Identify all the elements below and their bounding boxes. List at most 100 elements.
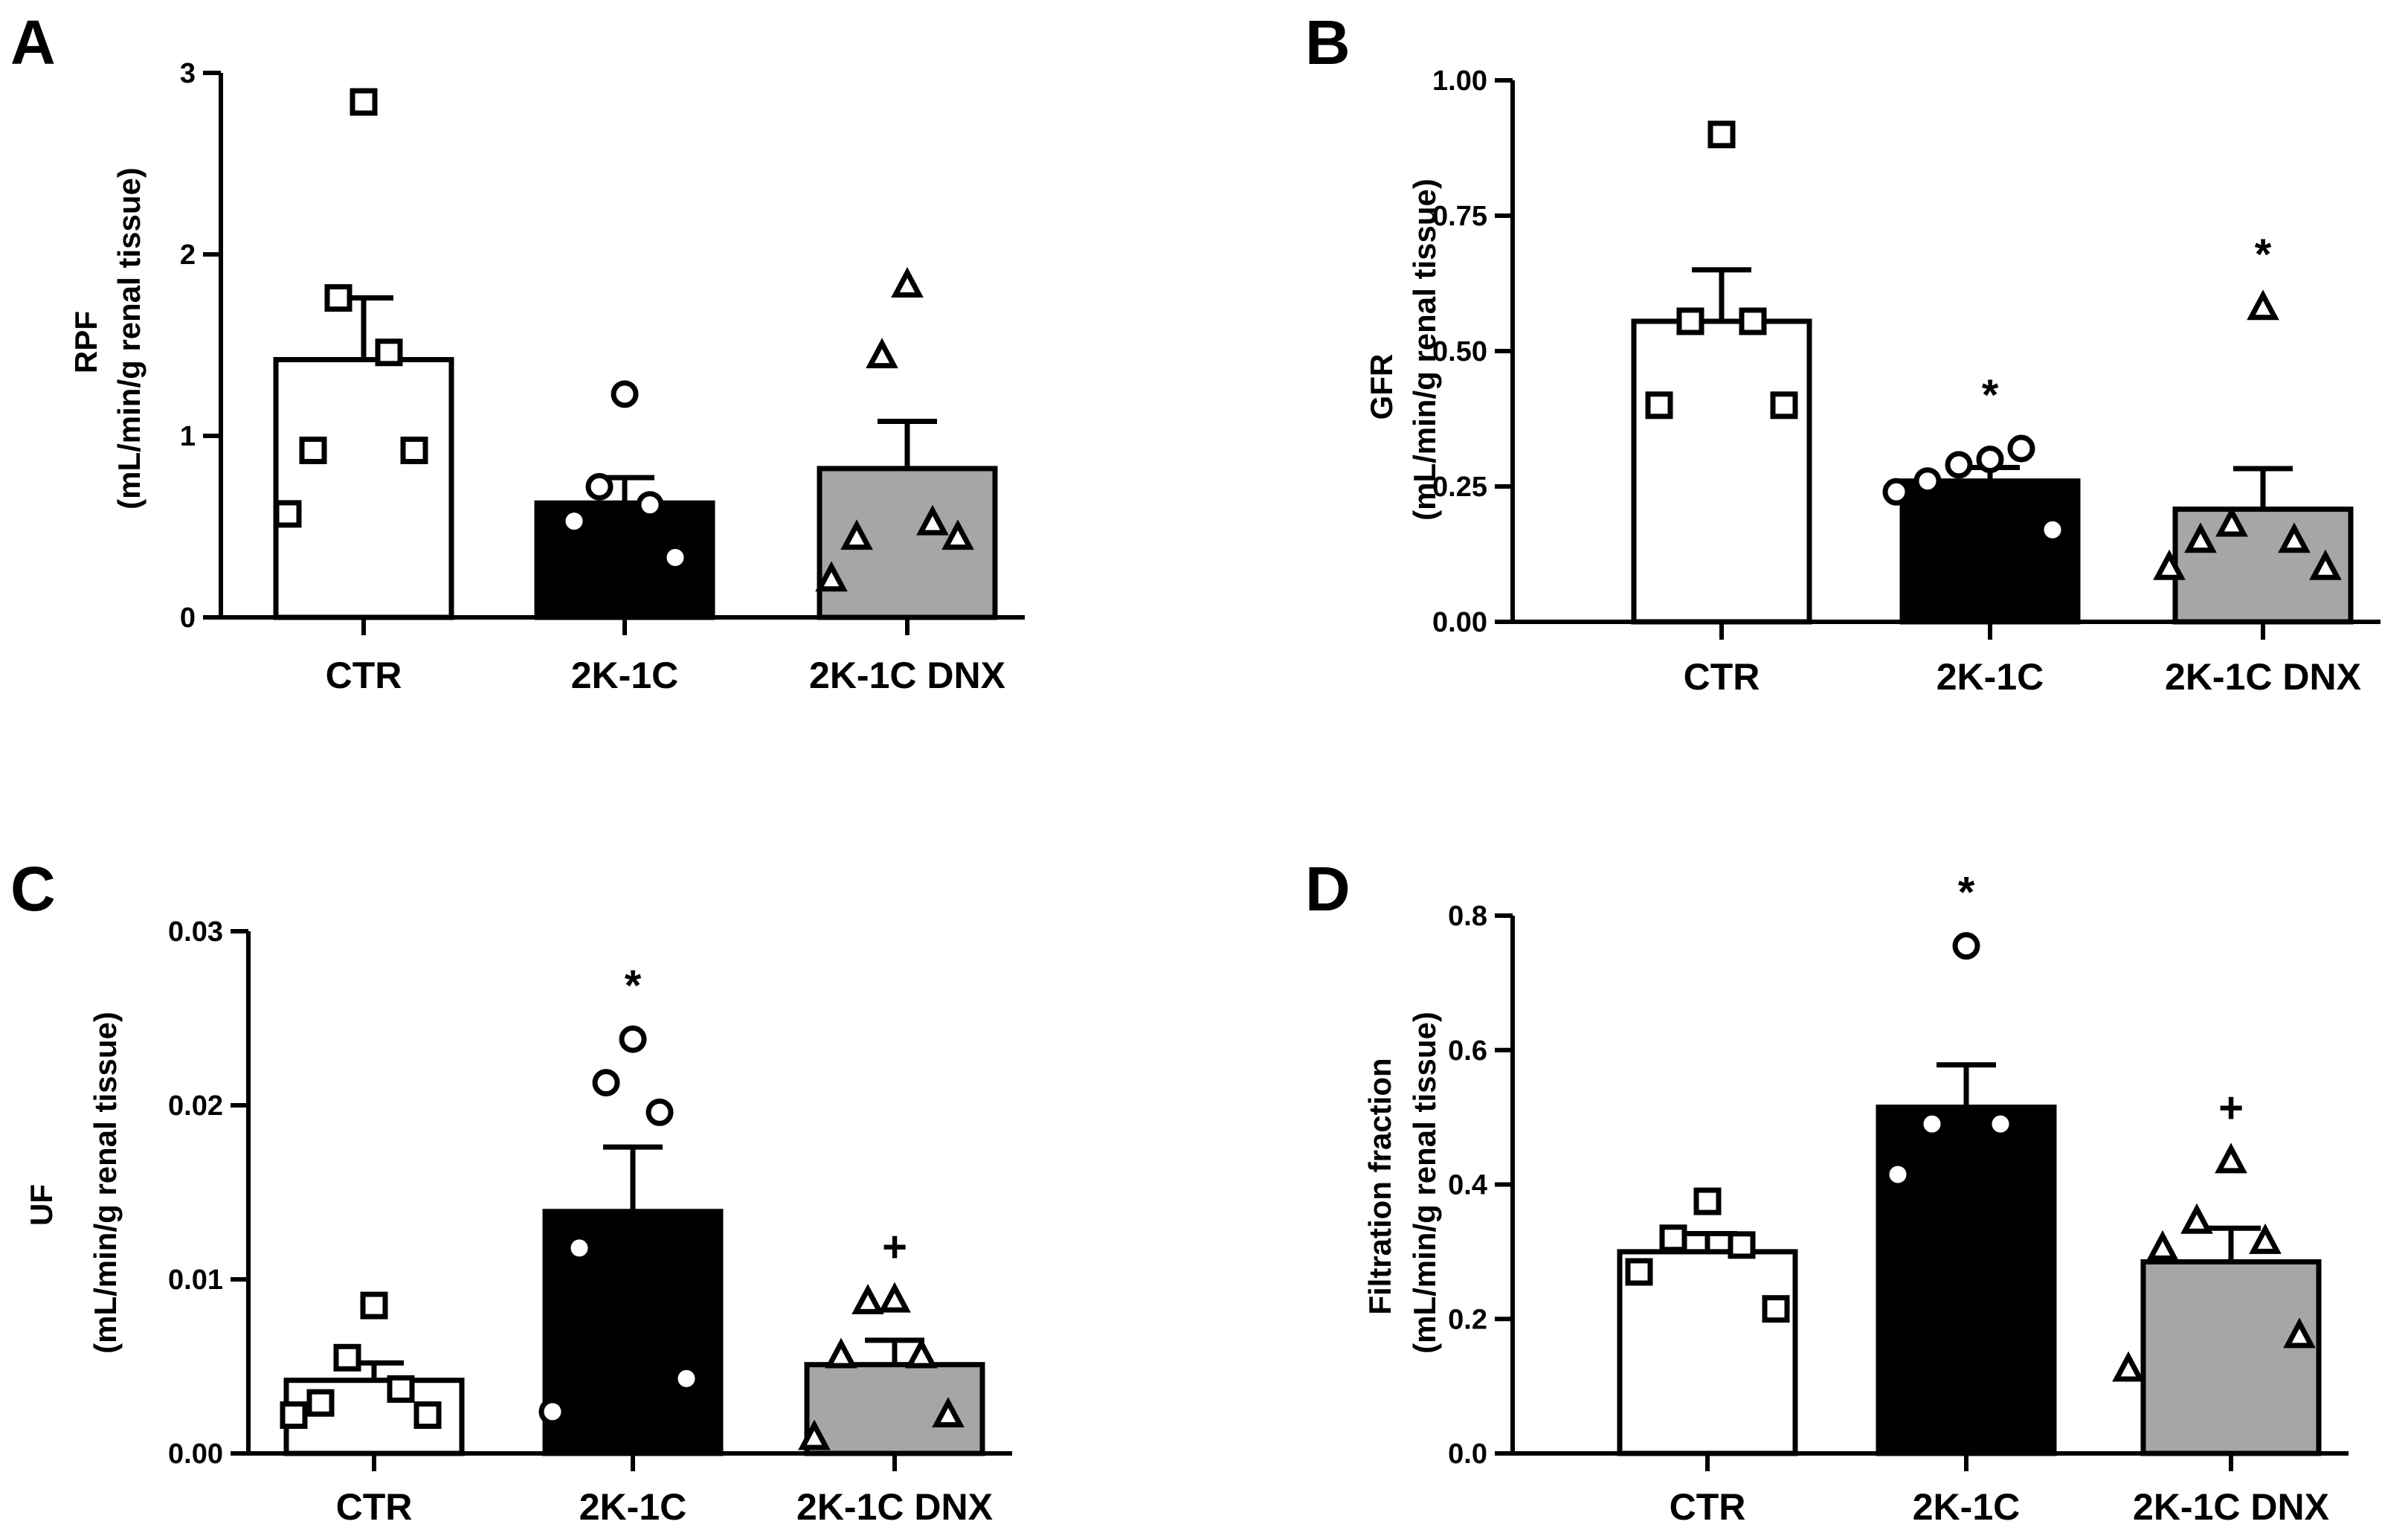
data-point-square bbox=[1693, 1187, 1722, 1215]
x-tick-label: 2K-1C DNX bbox=[2165, 656, 2361, 698]
data-point-circle bbox=[1945, 451, 1973, 479]
data-point-circle bbox=[1952, 932, 1980, 960]
data-point-square bbox=[1762, 1295, 1790, 1323]
data-point-square bbox=[1707, 120, 1736, 149]
y-tick-label: 0.01 bbox=[168, 1264, 223, 1296]
data-point-square bbox=[360, 1291, 388, 1320]
data-point-square bbox=[1645, 391, 1673, 420]
data-point-circle bbox=[585, 472, 614, 501]
data-point-triangle bbox=[2309, 549, 2342, 580]
data-point-square bbox=[375, 338, 403, 367]
data-point-circle bbox=[565, 1234, 593, 1262]
y-axis-title: Filtration fraction bbox=[1362, 1058, 1397, 1314]
error-bar bbox=[878, 418, 937, 469]
data-point-square bbox=[1659, 1224, 1687, 1253]
data-point-circle bbox=[2007, 434, 2035, 463]
bar-1 bbox=[273, 357, 454, 620]
y-axis-subtitle: (mL/min/g renal tissue) bbox=[1407, 179, 1442, 521]
data-point-circle bbox=[2038, 515, 2067, 544]
y-tick-label: 0.02 bbox=[168, 1090, 223, 1122]
y-tick-label: 1.00 bbox=[1432, 65, 1487, 97]
data-point-triangle bbox=[2215, 1142, 2247, 1174]
data-point-square bbox=[350, 88, 378, 116]
panel-letter: C bbox=[10, 854, 56, 924]
bar-1 bbox=[1631, 318, 1812, 625]
data-point-square bbox=[1728, 1231, 1756, 1259]
bar-2 bbox=[1876, 1105, 2057, 1456]
bar-2 bbox=[1899, 478, 2081, 625]
data-point-square bbox=[306, 1389, 335, 1417]
y-axis-subtitle: (mL/min/g renal tissue) bbox=[1407, 1012, 1442, 1354]
x-tick-label: CTR bbox=[336, 1486, 413, 1528]
data-point-circle bbox=[560, 507, 588, 536]
data-point-triangle bbox=[932, 1397, 965, 1428]
x-tick-label: CTR bbox=[1684, 656, 1760, 698]
data-point-triangle bbox=[2215, 506, 2248, 537]
y-tick-label: 0.25 bbox=[1432, 472, 1487, 503]
panel-letter: B bbox=[1305, 7, 1351, 77]
significance-marker: * bbox=[1958, 869, 1975, 917]
y-tick-label: 0.75 bbox=[1432, 201, 1487, 232]
x-tick-label: 2K-1C DNX bbox=[2133, 1486, 2329, 1528]
y-tick-label: 3 bbox=[180, 58, 196, 89]
y-tick-label: 0.8 bbox=[1448, 901, 1487, 932]
data-point-triangle bbox=[2153, 549, 2186, 580]
data-point-circle bbox=[1986, 1110, 2015, 1138]
x-tick-label: CTR bbox=[326, 655, 402, 696]
x-tick-label: CTR bbox=[1670, 1486, 1746, 1528]
significance-marker: * bbox=[2255, 231, 2272, 279]
y-tick-label: 0.03 bbox=[168, 916, 223, 948]
data-point-circle bbox=[619, 1025, 647, 1053]
data-point-circle bbox=[611, 380, 639, 408]
error-bar bbox=[2201, 1225, 2261, 1262]
panel-letter: D bbox=[1305, 854, 1351, 924]
data-point-triangle bbox=[2146, 1230, 2179, 1261]
data-point-circle bbox=[1913, 467, 1942, 495]
panel-b: B GFR (mL/min/g renal tissue) CTR 2K-1C … bbox=[1305, 7, 2380, 698]
data-point-circle bbox=[1884, 1160, 1912, 1189]
y-tick-label: 0.00 bbox=[168, 1439, 223, 1470]
y-tick-label: 0.50 bbox=[1432, 336, 1487, 367]
data-point-triangle bbox=[2184, 522, 2217, 553]
data-point-triangle bbox=[2247, 289, 2279, 321]
data-point-square bbox=[333, 1343, 361, 1372]
data-point-circle bbox=[1918, 1110, 1946, 1138]
data-point-circle bbox=[538, 1398, 567, 1426]
data-point-square bbox=[299, 437, 327, 465]
data-point-triangle bbox=[852, 1283, 884, 1314]
data-point-square bbox=[387, 1375, 415, 1403]
data-point-triangle bbox=[878, 1282, 911, 1313]
x-tick-label: 2K-1C bbox=[571, 655, 678, 696]
y-axis-subtitle: (mL/min/g renal tissue) bbox=[112, 167, 147, 510]
error-bar bbox=[603, 1144, 663, 1212]
x-tick-label: 2K-1C bbox=[579, 1486, 686, 1528]
y-tick-label: 0.2 bbox=[1448, 1304, 1487, 1335]
data-point-square bbox=[400, 437, 428, 465]
data-point-circle bbox=[661, 543, 689, 571]
error-bar bbox=[1692, 267, 1751, 321]
significance-marker: * bbox=[1982, 371, 1999, 420]
panel-d: D Filtration fraction (mL/min/g renal ti… bbox=[1305, 854, 2349, 1528]
y-tick-label: 2 bbox=[180, 240, 196, 271]
data-point-circle bbox=[592, 1069, 620, 1097]
data-point-circle bbox=[646, 1098, 674, 1126]
significance-marker: + bbox=[2218, 1084, 2244, 1132]
x-tick-label: 2K-1C bbox=[1913, 1486, 2020, 1528]
y-axis-title: UF bbox=[24, 1184, 59, 1226]
error-bar bbox=[1937, 1062, 1996, 1108]
data-point-triangle bbox=[2283, 1317, 2316, 1349]
significance-marker: + bbox=[882, 1223, 907, 1271]
data-point-triangle bbox=[815, 561, 848, 592]
data-point-triangle bbox=[891, 267, 924, 298]
x-tick-label: 2K-1C bbox=[1937, 656, 2044, 698]
y-tick-label: 0.0 bbox=[1448, 1439, 1487, 1470]
significance-marker: * bbox=[625, 962, 642, 1010]
bar-3 bbox=[2140, 1259, 2322, 1456]
data-point-triangle bbox=[840, 519, 873, 550]
data-point-square bbox=[274, 500, 302, 528]
y-tick-label: 0 bbox=[180, 602, 196, 634]
data-point-triangle bbox=[941, 519, 974, 550]
data-point-circle bbox=[672, 1364, 701, 1392]
bar-3 bbox=[804, 1362, 985, 1456]
data-point-square bbox=[1739, 307, 1767, 335]
